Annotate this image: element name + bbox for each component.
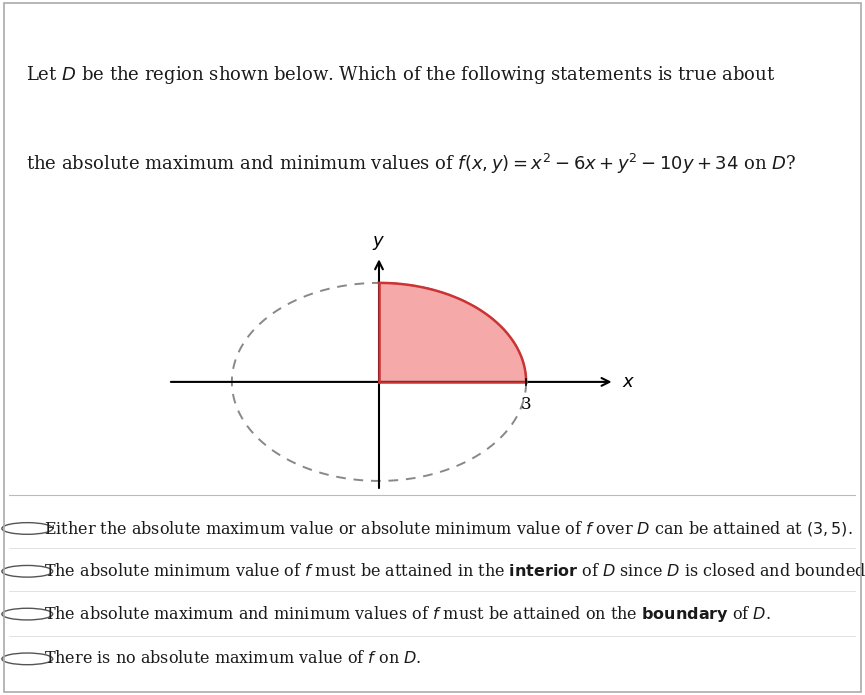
Text: $y$: $y$ [372,234,386,252]
Text: The absolute maximum and minimum values of $f$ must be attained on the $\mathbf{: The absolute maximum and minimum values … [44,604,771,624]
Text: There is no absolute maximum value of $f$ on $D$.: There is no absolute maximum value of $f… [44,651,422,667]
Text: $x$: $x$ [622,373,635,391]
Text: the absolute maximum and minimum values of $f(x, y) = x^2 - 6x + y^2 - 10y + 34$: the absolute maximum and minimum values … [26,152,796,176]
Text: Either the absolute maximum value or absolute minimum value of $f$ over $D$ can : Either the absolute maximum value or abs… [44,519,853,538]
Text: The absolute minimum value of $f$ must be attained in the $\mathbf{interior}$ of: The absolute minimum value of $f$ must b… [44,563,865,580]
Polygon shape [379,283,526,382]
Text: 3: 3 [521,395,531,413]
Text: Let $D$ be the region shown below. Which of the following statements is true abo: Let $D$ be the region shown below. Which… [26,64,775,86]
